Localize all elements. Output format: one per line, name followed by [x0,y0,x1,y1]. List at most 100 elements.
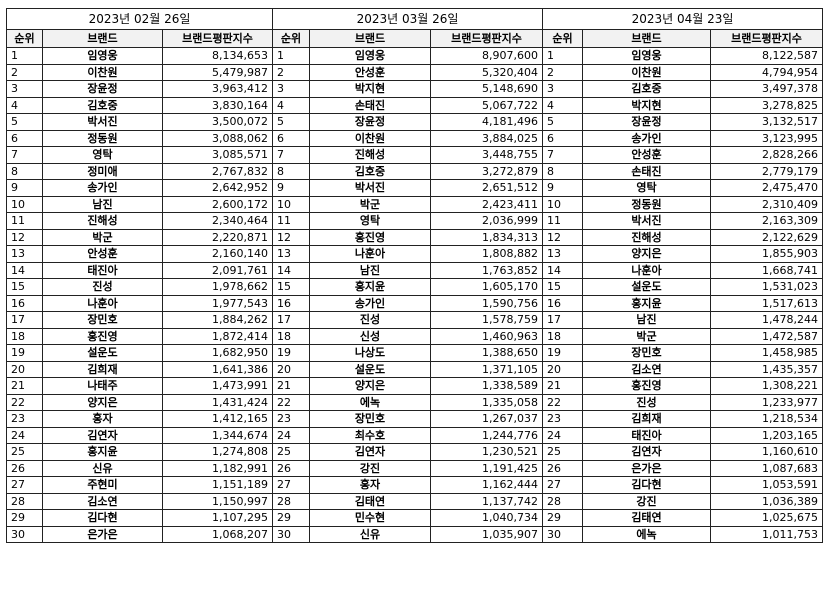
rank-cell: 28 [272,492,310,510]
brand-cell: 안성훈 [582,146,711,164]
rank-cell: 27 [272,476,310,494]
value-cell: 1,053,591 [709,476,824,494]
brand-cell: 김호중 [582,80,711,98]
table-row: 29 김태연 1,025,675 [542,509,824,527]
rank-cell: 15 [542,278,583,296]
value-column-header: 브랜드평판지수 [161,29,274,48]
value-cell: 1,025,675 [709,509,824,527]
rank-cell: 14 [6,261,43,279]
brand-cell: 최수호 [309,426,431,444]
value-cell: 1,435,357 [709,360,824,378]
rank-cell: 23 [542,410,583,428]
value-cell: 1,668,741 [709,261,824,279]
rank-cell: 2 [542,63,583,81]
value-cell: 1,978,662 [161,278,274,296]
brand-cell: 양지은 [42,393,163,411]
table-row: 20 김희재 1,641,386 [6,360,274,378]
table-row: 25 김연자 1,160,610 [542,443,824,461]
rank-column-header: 순위 [6,29,43,48]
rank-cell: 30 [272,525,310,543]
rank-cell: 20 [272,360,310,378]
value-cell: 1,191,425 [429,459,544,477]
table-row: 28 강진 1,036,389 [542,492,824,510]
table-row: 17 남진 1,478,244 [542,311,824,329]
table-row: 26 은가은 1,087,683 [542,459,824,477]
value-cell: 3,123,995 [709,129,824,147]
rank-cell: 1 [6,47,43,65]
table-row: 16 홍지윤 1,517,613 [542,294,824,312]
value-cell: 1,371,105 [429,360,544,378]
value-cell: 2,642,952 [161,179,274,197]
value-cell: 1,162,444 [429,476,544,494]
table-row: 26 신유 1,182,991 [6,459,274,477]
value-cell: 1,107,295 [161,509,274,527]
table-row: 28 김소연 1,150,997 [6,492,274,510]
rank-cell: 7 [272,146,310,164]
table-row: 8 정미애 2,767,832 [6,162,274,180]
brand-cell: 양지은 [309,377,431,395]
rank-cell: 29 [542,509,583,527]
rank-cell: 8 [272,162,310,180]
value-cell: 1,517,613 [709,294,824,312]
brand-cell: 김다현 [42,509,163,527]
value-cell: 5,067,722 [429,96,544,114]
brand-cell: 나훈아 [42,294,163,312]
table-row: 24 최수호 1,244,776 [272,426,544,444]
value-cell: 1,203,165 [709,426,824,444]
table-row: 1 임영웅 8,134,653 [6,47,274,65]
table-row: 11 진해성 2,340,464 [6,212,274,230]
table-row: 3 박지현 5,148,690 [272,80,544,98]
rank-cell: 28 [542,492,583,510]
table-row: 10 정동원 2,310,409 [542,195,824,213]
table-row: 9 송가인 2,642,952 [6,179,274,197]
rank-cell: 26 [6,459,43,477]
rank-cell: 15 [272,278,310,296]
rank-cell: 1 [272,47,310,65]
table-row: 15 홍지윤 1,605,170 [272,278,544,296]
table-row: 23 김희재 1,218,534 [542,410,824,428]
value-cell: 2,828,266 [709,146,824,164]
rank-column-header: 순위 [272,29,310,48]
table-row: 4 김호중 3,830,164 [6,96,274,114]
rank-cell: 7 [542,146,583,164]
brand-cell: 정동원 [42,129,163,147]
rank-cell: 19 [272,344,310,362]
brand-cell: 나훈아 [309,245,431,263]
rank-cell: 11 [6,212,43,230]
rank-cell: 22 [542,393,583,411]
rank-cell: 22 [272,393,310,411]
brand-cell: 장민호 [42,311,163,329]
value-cell: 3,132,517 [709,113,824,131]
table-row: 4 손태진 5,067,722 [272,96,544,114]
rank-cell: 20 [6,360,43,378]
brand-cell: 강진 [582,492,711,510]
rank-cell: 17 [272,311,310,329]
value-cell: 1,641,386 [161,360,274,378]
value-cell: 2,475,470 [709,179,824,197]
rank-cell: 12 [272,228,310,246]
brand-cell: 신성 [309,327,431,345]
brand-cell: 손태진 [582,162,711,180]
rank-cell: 3 [272,80,310,98]
brand-cell: 나상도 [309,344,431,362]
table-row: 12 홍진영 1,834,313 [272,228,544,246]
value-cell: 3,088,062 [161,129,274,147]
rank-cell: 17 [6,311,43,329]
brand-cell: 영탁 [42,146,163,164]
table-row: 6 이찬원 3,884,025 [272,129,544,147]
table-row: 15 진성 1,978,662 [6,278,274,296]
rank-cell: 25 [272,443,310,461]
brand-cell: 박군 [582,327,711,345]
table-row: 5 장윤정 3,132,517 [542,113,824,131]
value-cell: 1,431,424 [161,393,274,411]
rank-cell: 25 [6,443,43,461]
table-row: 14 태진아 2,091,761 [6,261,274,279]
value-column-header: 브랜드평판지수 [709,29,824,48]
value-cell: 2,310,409 [709,195,824,213]
rank-cell: 21 [6,377,43,395]
value-cell: 1,087,683 [709,459,824,477]
value-cell: 1,036,389 [709,492,824,510]
rank-cell: 1 [542,47,583,65]
value-cell: 5,320,404 [429,63,544,81]
value-cell: 2,160,140 [161,245,274,263]
